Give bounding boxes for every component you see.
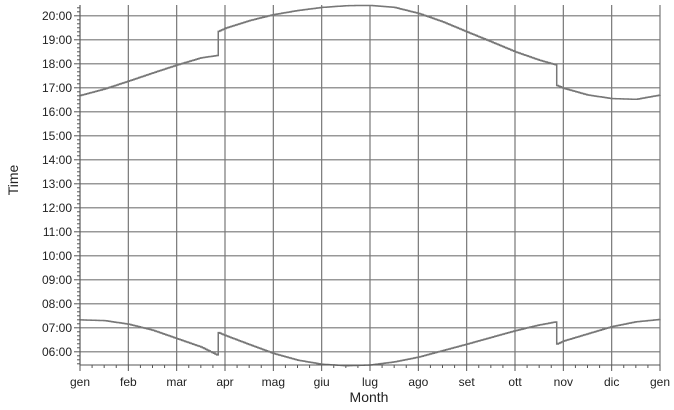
y-tick-label: 10:00: [42, 249, 72, 263]
y-tick-label: 14:00: [42, 153, 72, 167]
x-axis-title: Month: [350, 389, 389, 405]
x-tick-label: gen: [650, 375, 670, 389]
y-tick-label: 20:00: [42, 9, 72, 23]
y-tick-label: 06:00: [42, 345, 72, 359]
series-line-upper: [80, 4, 661, 101]
minor-ticks: [77, 7, 649, 368]
y-tick-label: 19:00: [42, 33, 72, 47]
y-tick-label: 08:00: [42, 297, 72, 311]
x-tick-label: feb: [120, 375, 137, 389]
y-tick-label: 15:00: [42, 129, 72, 143]
x-tick-label: mar: [166, 375, 187, 389]
y-tick-label: 07:00: [42, 321, 72, 335]
x-tick-label: gen: [70, 375, 90, 389]
tick-labels: gen feb mar apr mag giu lug ago set ott nov dic gen 0…: [42, 9, 670, 389]
x-tick-label: apr: [216, 375, 233, 389]
axes: [74, 5, 661, 371]
y-tick-label: 17:00: [42, 81, 72, 95]
y-axis-title: Time: [5, 164, 21, 195]
y-tick-label: 16:00: [42, 105, 72, 119]
y-tick-label: 09:00: [42, 273, 72, 287]
x-tick-label: ott: [508, 375, 522, 389]
x-tick-label: set: [459, 375, 476, 389]
y-tick-label: 12:00: [42, 201, 72, 215]
x-tick-label: dic: [604, 375, 619, 389]
y-tick-label: 11:00: [43, 225, 72, 239]
y-tick-label: 13:00: [42, 177, 72, 191]
grid-lines: [79, 5, 661, 365]
x-tick-label: ago: [408, 375, 428, 389]
x-tick-label: giu: [314, 375, 330, 389]
x-tick-label: mag: [262, 375, 285, 389]
x-tick-label: lug: [362, 375, 378, 389]
y-tick-label: 18:00: [42, 57, 72, 71]
x-tick-label: nov: [554, 375, 573, 389]
